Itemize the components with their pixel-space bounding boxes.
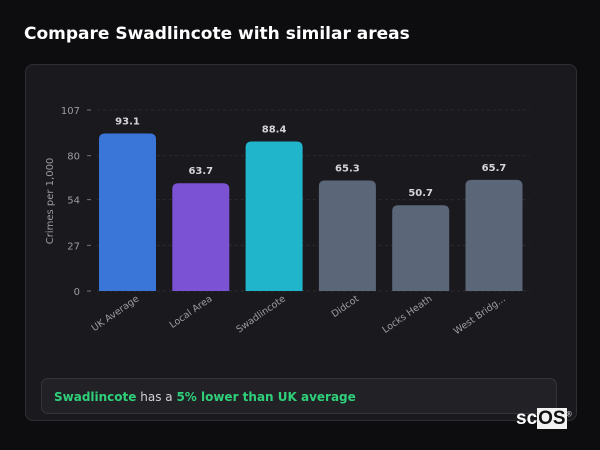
x-tick-label: Didcot: [330, 293, 362, 320]
y-tick-label: 107: [61, 106, 80, 117]
summary-place: Swadlincote: [54, 390, 137, 404]
x-tick-label: Local Area: [168, 293, 215, 330]
scos-logo: scOS®: [516, 408, 572, 429]
y-axis-label: Crimes per 1,000: [45, 158, 56, 245]
page-title: Compare Swadlincote with similar areas: [24, 24, 410, 44]
data-label: 65.3: [335, 164, 360, 175]
y-tick-label: 54: [67, 196, 80, 207]
bar-local-area: [172, 183, 230, 291]
bar-west-bridg-: [465, 179, 523, 291]
data-label: 63.7: [188, 166, 213, 177]
data-label: 88.4: [262, 124, 287, 135]
data-label: 50.7: [408, 188, 433, 199]
summary-comparison: 5% lower than UK average: [176, 390, 356, 404]
x-tick-label: Locks Heath: [380, 293, 434, 335]
y-tick-label: 80: [67, 152, 80, 163]
y-tick-label: 27: [67, 241, 80, 252]
bar-swadlincote: [245, 141, 303, 291]
bar-locks-heath: [392, 205, 450, 291]
bar-uk-average: [99, 133, 156, 291]
x-tick-label: UK Average: [90, 293, 142, 334]
bar-didcot: [318, 180, 376, 291]
data-label: 93.1: [115, 117, 140, 128]
y-tick-label: 0: [74, 287, 80, 298]
summary-text: has a: [136, 390, 177, 404]
comparison-summary: Swadlincote has a 5% lower than UK avera…: [41, 378, 557, 414]
x-tick-label: Swadlincote: [234, 293, 288, 335]
x-tick-label: West Bridg...: [452, 293, 508, 337]
data-label: 65.7: [482, 163, 507, 174]
